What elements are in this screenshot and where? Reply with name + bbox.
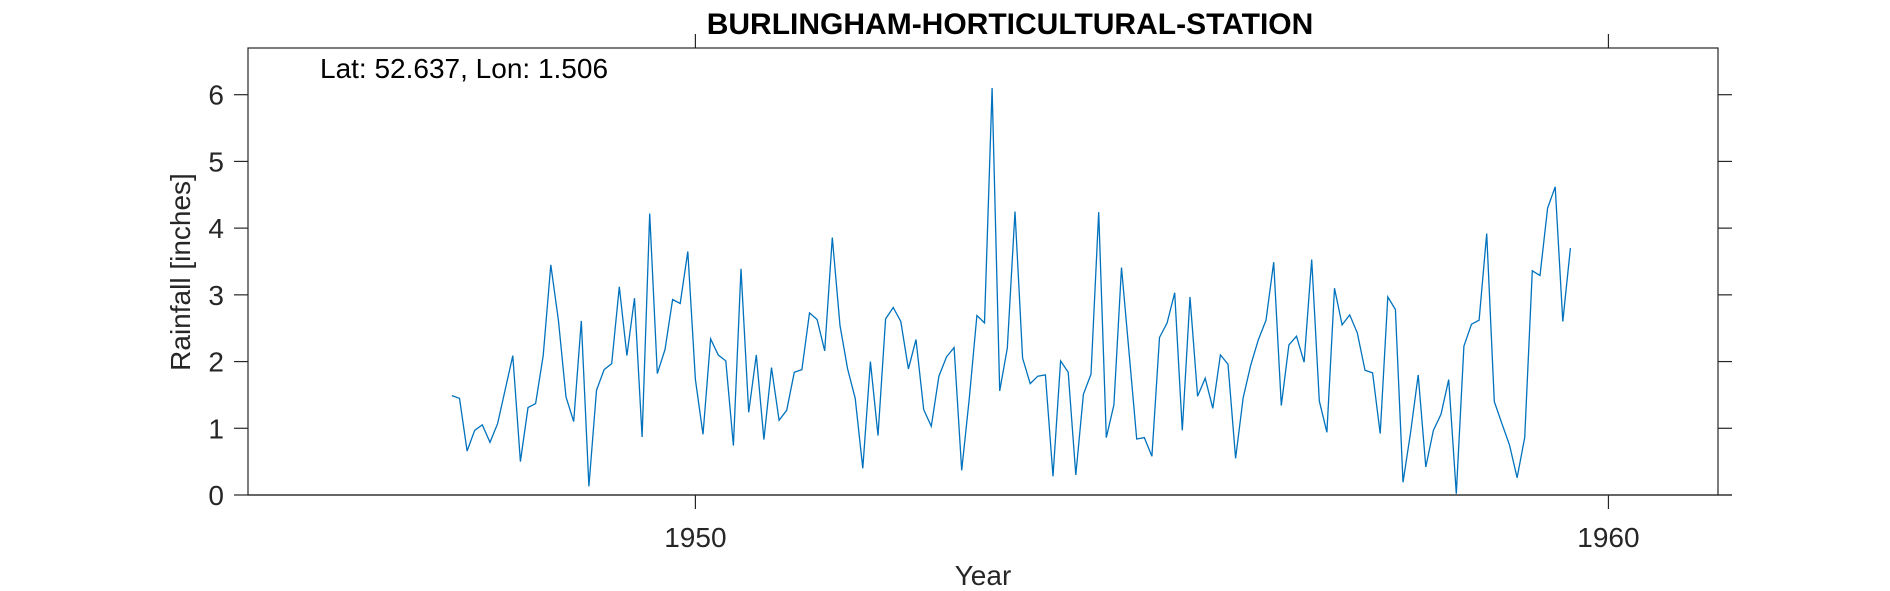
x-tick-label: 1960: [1577, 522, 1639, 553]
y-tick-label: 3: [208, 280, 224, 311]
y-tick-label: 2: [208, 347, 224, 378]
axis-ticks: [234, 34, 1732, 509]
y-tick-label: 6: [208, 80, 224, 111]
y-axis-label: Rainfall [inches]: [165, 173, 196, 371]
chart-title: BURLINGHAM-HORTICULTURAL-STATION: [707, 8, 1314, 41]
rainfall-series-line: [451, 87, 1572, 494]
plot-frame: [247, 47, 1719, 496]
y-tick-label: 4: [208, 213, 224, 244]
x-axis-label: Year: [955, 560, 1012, 591]
x-tick-label: 1950: [664, 522, 726, 553]
y-tick-label: 1: [208, 413, 224, 444]
y-tick-label: 5: [208, 146, 224, 177]
axis-tick-labels: 0 1 2 3 4 5 6 1950 1960: [208, 80, 1639, 553]
y-tick-label: 0: [208, 480, 224, 511]
location-annotation: Lat: 52.637, Lon: 1.506: [320, 53, 608, 84]
